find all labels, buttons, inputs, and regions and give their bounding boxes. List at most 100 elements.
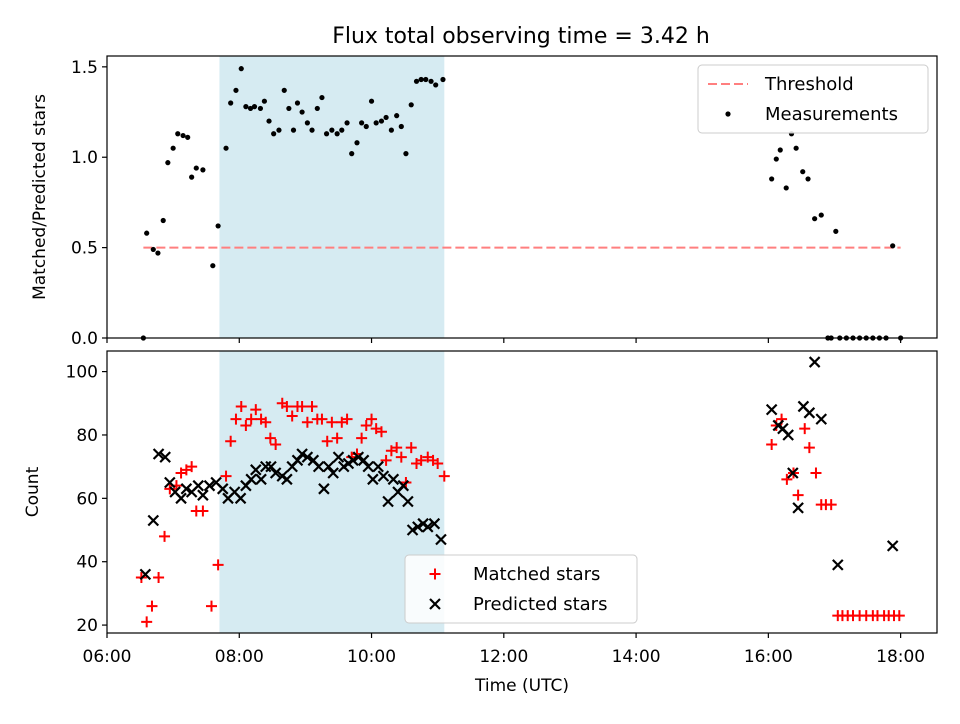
- y-tick-label: 80: [76, 426, 98, 446]
- data-point: [299, 109, 305, 115]
- data-point: [773, 156, 779, 162]
- data-point: [228, 100, 234, 106]
- data-point: [175, 492, 187, 505]
- data-point: [377, 470, 390, 482]
- y-tick-label: 40: [76, 553, 98, 573]
- data-point: [367, 473, 379, 486]
- data-point: [296, 400, 308, 412]
- data-point: [433, 82, 439, 88]
- data-point: [160, 217, 166, 224]
- data-point: [205, 600, 217, 612]
- data-point: [808, 356, 821, 368]
- legend: Matched stars Predicted stars: [404, 554, 638, 624]
- y-tick-label: 1.0: [71, 148, 98, 168]
- data-point: [783, 185, 789, 191]
- data-point: [265, 460, 277, 473]
- legend-predicted-swatch: [429, 598, 441, 610]
- data-point: [803, 407, 816, 419]
- data-point: [440, 76, 446, 83]
- data-point: [309, 127, 315, 133]
- data-point: [318, 483, 330, 495]
- data-point: [372, 460, 384, 473]
- x-tick-label: 16:00: [744, 647, 793, 667]
- data-point: [781, 473, 793, 485]
- data-point: [175, 131, 181, 137]
- x-tick-label: 08:00: [215, 647, 264, 667]
- legend-label: Threshold: [764, 74, 854, 95]
- data-point: [803, 442, 815, 454]
- data-point: [412, 521, 424, 533]
- data-point: [312, 460, 325, 473]
- data-point: [341, 413, 353, 425]
- data-point: [296, 448, 308, 460]
- data-point: [189, 174, 195, 180]
- data-point: [250, 404, 262, 416]
- data-point: [832, 559, 844, 571]
- data-point: [418, 76, 424, 83]
- data-point: [139, 568, 152, 581]
- data-point: [356, 432, 368, 444]
- data-point: [769, 176, 775, 182]
- x-axis-label: Time (UTC): [474, 676, 569, 696]
- data-point: [373, 120, 379, 126]
- data-point: [165, 160, 171, 166]
- data-point: [383, 114, 389, 121]
- data-point: [286, 410, 298, 422]
- data-point: [323, 131, 330, 137]
- data-point: [234, 492, 247, 505]
- data-point: [765, 403, 778, 416]
- data-point: [152, 448, 165, 460]
- data-point: [438, 470, 450, 482]
- x-tick-label: 18:00: [876, 647, 925, 667]
- series-measurements: [140, 66, 904, 341]
- data-point: [349, 151, 355, 157]
- data-point: [159, 451, 171, 463]
- legend-label: Measurements: [765, 104, 898, 125]
- bottom-panel: 20 40 60 80 100 06:00 08:00 10:00 12:00 14:00 16:0…: [23, 350, 938, 696]
- series-predicted-stars: [139, 356, 899, 581]
- data-point: [193, 165, 199, 171]
- data-point: [147, 514, 160, 527]
- data-point: [294, 100, 301, 106]
- data-point: [269, 467, 282, 479]
- data-point: [378, 118, 385, 124]
- data-point: [329, 127, 335, 133]
- data-point: [352, 451, 365, 463]
- data-point: [223, 145, 229, 151]
- data-point: [197, 489, 209, 501]
- legend-label: Matched stars: [473, 564, 600, 585]
- data-point: [406, 524, 419, 536]
- data-point: [398, 123, 404, 130]
- data-point: [362, 460, 375, 473]
- data-point: [153, 572, 165, 584]
- y-axis-label: Matched/Predicted stars: [30, 94, 50, 300]
- data-point: [266, 118, 272, 124]
- data-point: [423, 76, 429, 83]
- data-point: [155, 250, 161, 256]
- axes-frame: [106, 350, 938, 634]
- y-tick-label: 0.0: [71, 329, 98, 349]
- data-point: [301, 416, 313, 428]
- y-tick-label: 0.5: [71, 239, 98, 259]
- data-point: [331, 432, 343, 444]
- data-point: [255, 473, 267, 486]
- data-point: [281, 87, 287, 93]
- data-point: [397, 479, 410, 492]
- data-point: [281, 400, 293, 412]
- data-point: [216, 483, 229, 495]
- data-point: [792, 502, 804, 514]
- data-point: [159, 530, 171, 542]
- data-point: [146, 600, 158, 612]
- data-point: [264, 432, 276, 444]
- data-point: [192, 479, 205, 492]
- data-point: [281, 473, 293, 486]
- legend-matched-swatch: [429, 568, 441, 580]
- x-tick-label: 06:00: [83, 647, 132, 667]
- data-point: [893, 610, 905, 622]
- data-point: [799, 423, 811, 435]
- data-point: [792, 489, 804, 501]
- y-tick-label: 100: [66, 363, 98, 383]
- x-tick-label: 14:00: [612, 647, 661, 667]
- data-point: [347, 454, 359, 467]
